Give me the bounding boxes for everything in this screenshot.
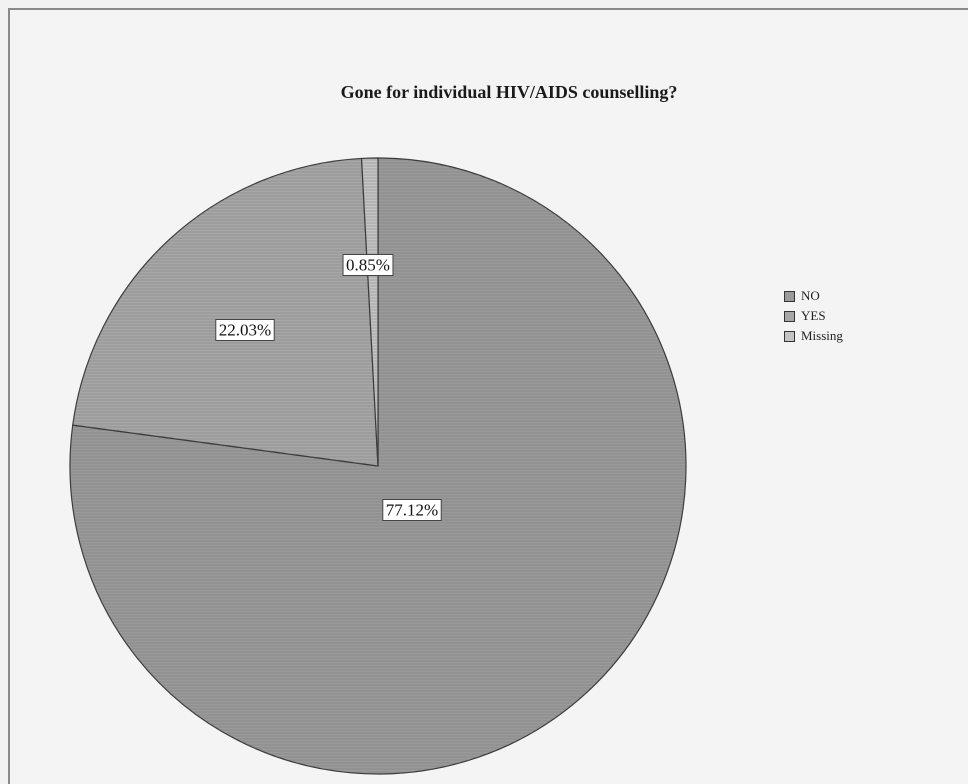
pie-slice-missing: [360, 157, 379, 467]
legend-label-no: NO: [801, 288, 820, 303]
legend-item-missing: Missing: [784, 326, 843, 346]
data-label-no: 77.12%: [382, 499, 442, 521]
data-label-yes: 22.03%: [215, 319, 275, 341]
legend: NO YES Missing: [784, 286, 843, 346]
svg-text:77.12%: 77.12%: [386, 501, 438, 520]
legend-item-no: NO: [784, 286, 843, 306]
legend-swatch-no: [784, 290, 795, 302]
pie-slice-yes: [72, 157, 379, 467]
data-label-missing: 0.85%: [342, 254, 394, 276]
legend-swatch-yes: [784, 310, 795, 322]
legend-label-missing: Missing: [801, 328, 843, 343]
svg-text:0.85%: 0.85%: [346, 256, 390, 275]
chart-title: Gone for individual HIV/AIDS counselling…: [340, 82, 678, 102]
svg-text:22.03%: 22.03%: [219, 321, 271, 340]
legend-item-yes: YES: [784, 306, 843, 326]
legend-label-yes: YES: [801, 308, 826, 323]
legend-swatch-missing: [784, 330, 795, 342]
